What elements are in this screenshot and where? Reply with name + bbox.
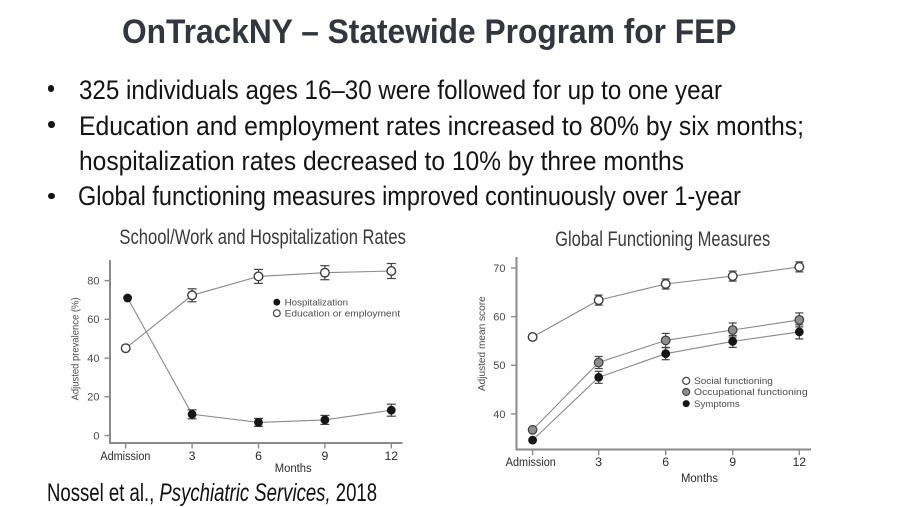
svg-text:70: 70 xyxy=(493,263,505,275)
svg-text:0: 0 xyxy=(93,430,99,442)
svg-text:12: 12 xyxy=(384,449,398,463)
svg-text:Education or employment: Education or employment xyxy=(285,308,401,318)
svg-text:60: 60 xyxy=(87,314,99,326)
svg-text:Occupational functioning: Occupational functioning xyxy=(694,387,808,398)
svg-text:Adjusted prevalence (%): Adjusted prevalence (%) xyxy=(71,297,82,400)
svg-text:Social functioning: Social functioning xyxy=(694,376,773,387)
svg-text:Months: Months xyxy=(681,473,718,485)
svg-text:3: 3 xyxy=(189,449,196,463)
svg-text:Admission: Admission xyxy=(506,455,556,469)
svg-text:School/Work and Hospitalizatio: School/Work and Hospitalization Rates xyxy=(119,226,406,249)
svg-text:9: 9 xyxy=(321,449,328,463)
svg-text:6: 6 xyxy=(255,449,262,463)
svg-text:20: 20 xyxy=(87,392,99,404)
svg-text:60: 60 xyxy=(493,312,505,324)
svg-text:9: 9 xyxy=(729,455,736,469)
svg-text:Months: Months xyxy=(275,463,312,475)
svg-text:6: 6 xyxy=(662,455,669,469)
svg-text:50: 50 xyxy=(493,360,505,372)
svg-text:12: 12 xyxy=(792,455,806,469)
svg-text:Hospitalization: Hospitalization xyxy=(285,297,349,307)
svg-text:Global Functioning Measures: Global Functioning Measures xyxy=(555,228,770,251)
svg-text:80: 80 xyxy=(87,276,99,288)
svg-text:40: 40 xyxy=(87,353,99,365)
svg-text:3: 3 xyxy=(595,455,602,469)
svg-text:40: 40 xyxy=(493,409,505,421)
svg-text:Admission: Admission xyxy=(100,449,150,463)
svg-text:Symptoms: Symptoms xyxy=(694,399,740,410)
svg-text:Adjusted mean score: Adjusted mean score xyxy=(477,296,488,391)
